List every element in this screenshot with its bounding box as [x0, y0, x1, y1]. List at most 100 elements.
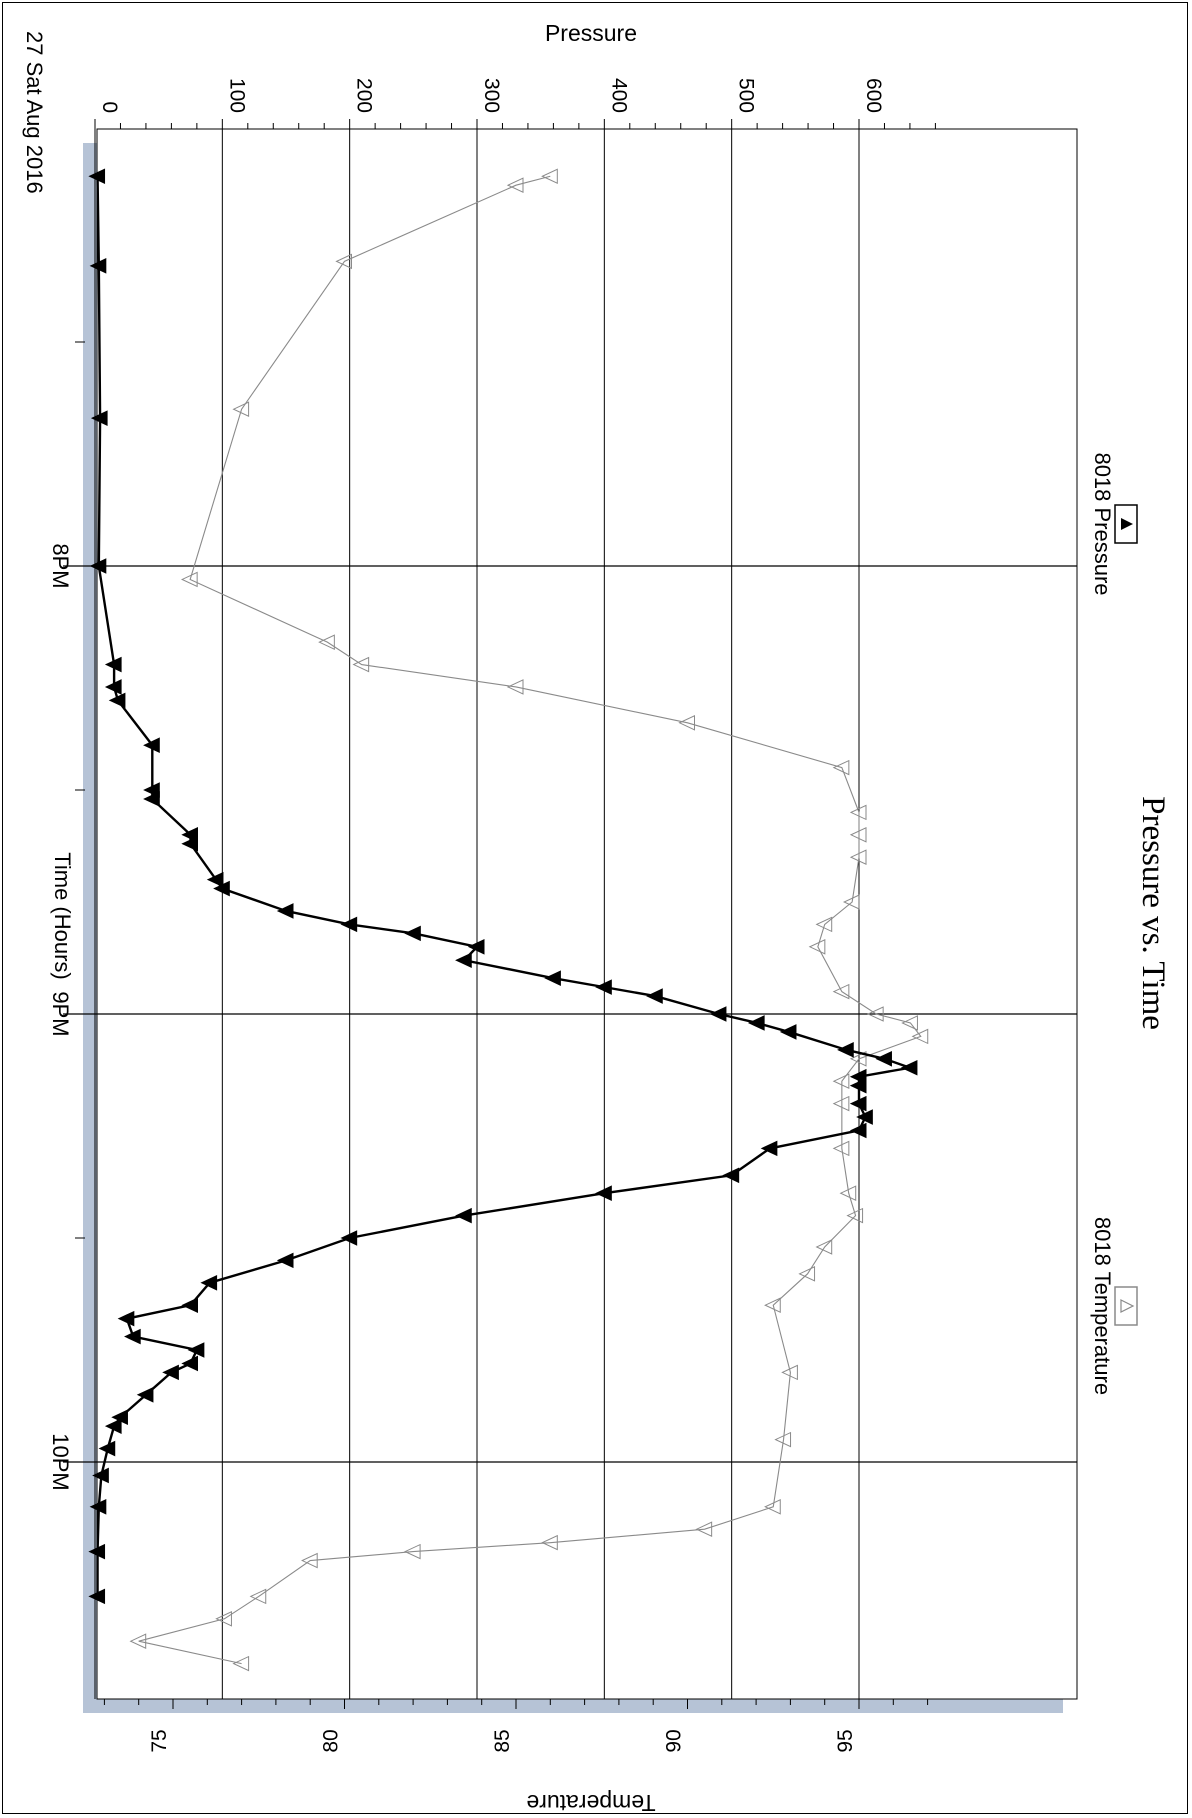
pressure-marker	[200, 1275, 218, 1291]
temperature-marker	[832, 759, 850, 776]
chart-title: Pressure vs. Time	[1135, 796, 1171, 1030]
temperature-marker	[506, 679, 524, 695]
pressure-marker	[595, 979, 612, 995]
temperature-tick-label: 80	[320, 1729, 343, 1752]
temperature-line	[138, 175, 922, 1665]
pressure-axis-label: Pressure	[545, 20, 637, 46]
pressure-marker	[104, 656, 122, 673]
temperature-marker	[506, 177, 524, 193]
temperature-marker	[849, 849, 867, 865]
pressure-marker	[143, 737, 160, 753]
pressure-series	[88, 168, 918, 1605]
pressure-marker	[92, 1467, 109, 1484]
temperature-marker	[129, 1633, 147, 1649]
temperature-marker	[232, 401, 250, 417]
pressure-marker	[98, 1440, 116, 1457]
pressure-marker	[88, 1543, 106, 1560]
pressure-tick-label: 500	[735, 78, 758, 113]
temperature-marker	[335, 253, 352, 270]
pressure-marker	[875, 1051, 892, 1067]
temperature-marker	[839, 1185, 857, 1201]
pressure-marker	[900, 1059, 918, 1076]
pressure-marker	[646, 988, 663, 1004]
temperature-marker	[249, 1588, 267, 1605]
pressure-marker	[595, 1185, 612, 1201]
temperature-marker	[798, 1266, 816, 1282]
pressure-marker	[104, 679, 122, 695]
pressure-marker	[88, 168, 106, 185]
pressure-marker	[89, 1499, 107, 1515]
temperature-marker	[541, 1534, 558, 1551]
temperature-marker	[695, 1521, 713, 1537]
temperature-marker	[832, 1140, 850, 1157]
pressure-marker	[89, 258, 107, 274]
temperature-marker	[232, 1655, 250, 1672]
temperature-marker	[849, 827, 867, 843]
legend-temperature-label: 8018 Temperature	[1090, 1217, 1115, 1395]
pressure-marker	[544, 970, 561, 986]
pressure-marker	[181, 835, 198, 852]
temperature-marker	[403, 1543, 421, 1560]
temperature-marker	[352, 656, 370, 673]
pressure-marker	[88, 1588, 106, 1605]
pressure-tick-label: 0	[98, 101, 121, 113]
pressure-marker	[467, 939, 485, 955]
pressure-marker	[849, 1122, 867, 1139]
temperature-marker	[678, 715, 695, 731]
pressure-marker	[136, 1387, 154, 1403]
pressure-marker	[117, 1310, 135, 1327]
time-axis-label: Time (Hours)	[50, 852, 75, 980]
temperature-marker	[832, 983, 850, 1000]
pressure-marker	[89, 558, 107, 574]
pressure-marker	[276, 1252, 294, 1269]
temperature-marker	[180, 571, 198, 588]
pressure-marker	[455, 952, 472, 969]
pressure-marker	[181, 1355, 198, 1372]
pressure-marker	[849, 1077, 867, 1094]
temperature-marker	[301, 1552, 318, 1569]
time-tick-label: 8PM	[48, 543, 73, 588]
temperature-tick-label: 95	[834, 1729, 857, 1752]
pressure-marker	[779, 1024, 797, 1040]
temperature-marker	[541, 168, 558, 185]
temperature-marker	[849, 804, 867, 821]
pressure-marker	[276, 903, 294, 919]
pressure-tick-label: 600	[862, 78, 885, 113]
temperature-tick-label: 75	[148, 1729, 171, 1752]
temperature-marker	[842, 894, 860, 910]
pressure-marker	[143, 791, 160, 807]
pressure-marker	[455, 1207, 472, 1224]
temperature-marker	[781, 1364, 798, 1381]
temperature-tick-label: 85	[491, 1729, 514, 1752]
pressure-tick-label: 200	[353, 78, 376, 113]
pressure-marker	[187, 1342, 205, 1358]
pressure-marker	[760, 1140, 778, 1157]
pressure-marker	[722, 1167, 740, 1184]
pressure-marker	[747, 1015, 765, 1031]
temperature-marker	[318, 634, 335, 650]
temperature-axis-label: Temperature	[526, 1790, 655, 1815]
temperature-marker	[832, 1095, 850, 1112]
pressure-marker	[213, 880, 230, 897]
pressure-marker	[404, 925, 421, 942]
pressure-marker	[108, 692, 126, 709]
pressure-marker	[856, 1109, 873, 1125]
legend-temperature-swatch	[1114, 1286, 1138, 1326]
pressure-tick-label: 400	[607, 78, 630, 113]
pressure-marker	[709, 1006, 727, 1022]
legend-pressure-marker-icon	[1121, 518, 1133, 530]
temperature-marker	[215, 1611, 232, 1627]
pressure-marker	[340, 916, 358, 933]
temperature-tick-label: 90	[663, 1729, 686, 1752]
tick-labels: 0 100 200 300 400 500 600 75 80 85 90 95 8PM 9PM 10PM	[48, 78, 885, 1753]
temperature-marker	[911, 1028, 929, 1045]
temperature-marker	[815, 1239, 833, 1255]
temperature-marker	[849, 1051, 867, 1067]
legend-temperature: 8018 Temperature	[1090, 1217, 1138, 1395]
gridlines	[63, 129, 1077, 1699]
temperature-marker	[846, 1207, 864, 1224]
temperature-marker	[832, 1073, 850, 1089]
tick-marks	[75, 119, 936, 1709]
